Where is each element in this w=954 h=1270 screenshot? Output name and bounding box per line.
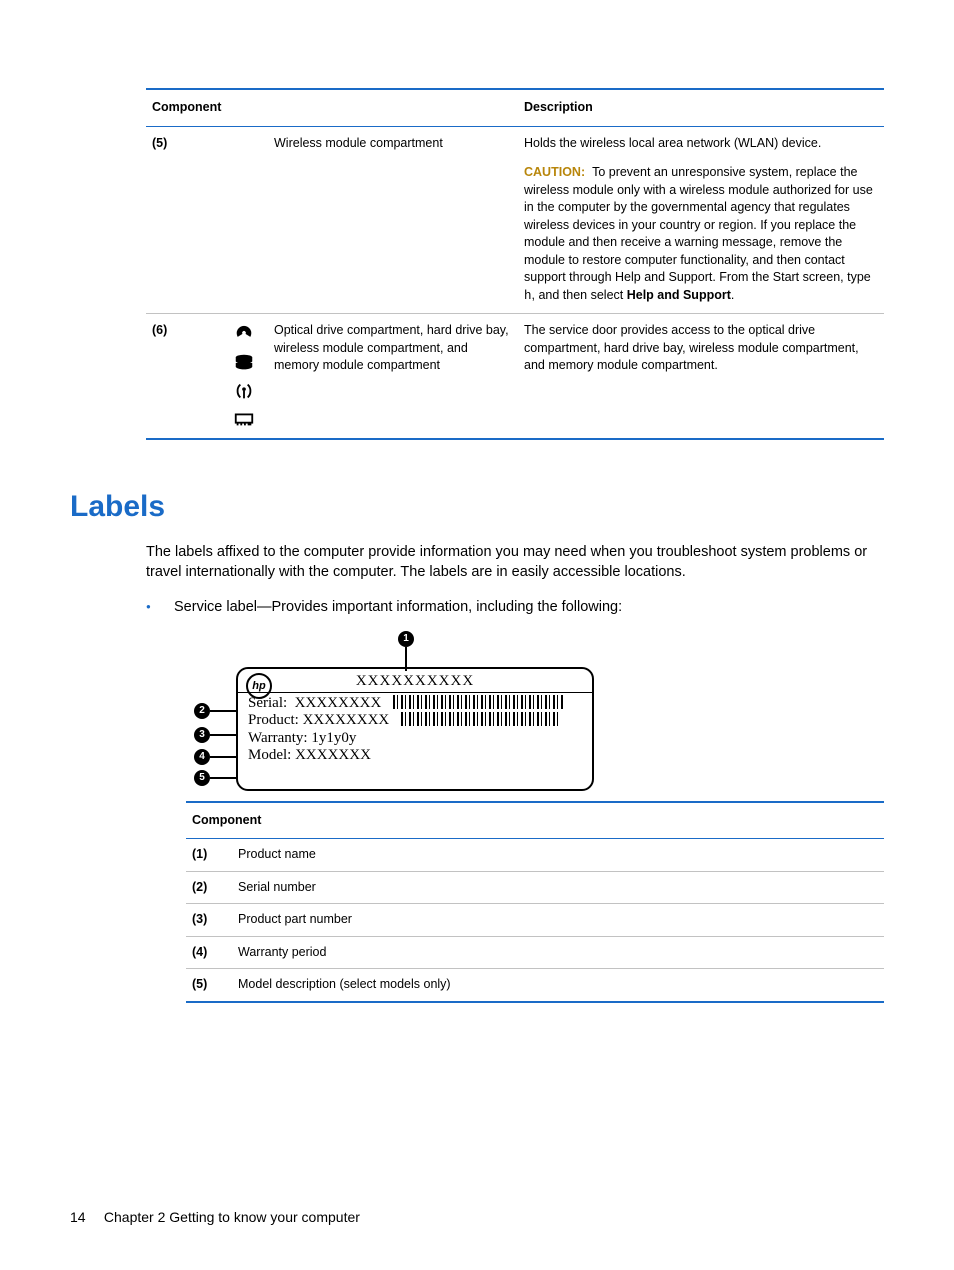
label-model-row: Model: XXXXXXX xyxy=(248,747,582,764)
row-component-name: Wireless module compartment xyxy=(268,126,518,314)
callout-1: 1 xyxy=(398,631,414,647)
help-and-support: Help and Support xyxy=(627,288,731,302)
row-num: (5) xyxy=(146,126,220,314)
table-row: (1)Product name xyxy=(186,839,884,872)
barcode-icon xyxy=(393,695,563,709)
lead-line xyxy=(210,777,238,779)
table-row: (4)Warranty period xyxy=(186,936,884,969)
th-component: Component xyxy=(186,802,884,839)
caution-tail: . xyxy=(731,288,734,302)
service-label-box: hp XXXXXXXXXX Serial: XXXXXXXX Product: … xyxy=(236,667,594,791)
table-row: (2)Serial number xyxy=(186,871,884,904)
row-label: Product part number xyxy=(232,904,884,937)
bullet-item: Service label—Provides important informa… xyxy=(146,597,884,617)
table-row: (3)Product part number xyxy=(186,904,884,937)
barcode-icon xyxy=(401,712,561,726)
row-num: (1) xyxy=(186,839,232,872)
intro-paragraph: The labels affixed to the computer provi… xyxy=(146,542,884,583)
caution-text-b: , and then select xyxy=(532,288,627,302)
hard-drive-icon xyxy=(233,352,255,374)
section-heading: Labels xyxy=(70,486,884,528)
caution-key: h xyxy=(524,289,532,303)
service-label-diagram: 1 2 3 4 5 hp XXXXXXXXXX Serial: XXXXXXXX xyxy=(186,631,606,801)
label-warranty-row: Warranty: 1y1y0y xyxy=(248,730,582,747)
wireless-icon xyxy=(233,380,255,402)
page-number: 14 xyxy=(70,1208,100,1228)
label-divider xyxy=(238,692,592,693)
th-description: Description xyxy=(518,89,884,126)
row-num: (5) xyxy=(186,969,232,1002)
bullet-list: Service label—Provides important informa… xyxy=(146,597,884,617)
compartment-icons xyxy=(226,322,262,430)
row-icon-cell xyxy=(220,126,268,314)
row-num: (6) xyxy=(146,314,220,440)
row-num: (2) xyxy=(186,871,232,904)
content-area: Component Description (5) Wireless modul… xyxy=(146,88,884,1003)
label-serial-row: Serial: XXXXXXXX xyxy=(248,695,582,712)
caution-label: CAUTION: xyxy=(524,165,585,179)
desc-line: Holds the wireless local area network (W… xyxy=(524,135,878,153)
memory-icon xyxy=(233,408,255,430)
row-label: Serial number xyxy=(232,871,884,904)
caution-text-a: To prevent an unresponsive system, repla… xyxy=(524,165,873,284)
row-num: (3) xyxy=(186,904,232,937)
label-product-row: Product: XXXXXXXX xyxy=(248,712,582,729)
row-label: Model description (select models only) xyxy=(232,969,884,1002)
callout-3: 3 xyxy=(194,727,210,743)
hp-logo-icon: hp xyxy=(246,673,272,699)
row-description: The service door provides access to the … xyxy=(518,314,884,440)
row-num: (4) xyxy=(186,936,232,969)
callout-5: 5 xyxy=(194,770,210,786)
product-label: Product: xyxy=(248,712,299,728)
optical-drive-icon xyxy=(233,324,255,346)
row-icon-cell xyxy=(220,314,268,440)
row-component-name: Optical drive compartment, hard drive ba… xyxy=(268,314,518,440)
table-row: (5) Wireless module compartment Holds th… xyxy=(146,126,884,314)
component-list-table: Component (1)Product name (2)Serial numb… xyxy=(186,801,884,1003)
page-footer: 14 Chapter 2 Getting to know your comput… xyxy=(70,1208,360,1228)
model-label: Model: xyxy=(248,747,291,763)
callout-2: 2 xyxy=(194,703,210,719)
label-product-name: XXXXXXXXXX xyxy=(248,673,582,690)
lead-line xyxy=(210,710,238,712)
row-description: Holds the wireless local area network (W… xyxy=(518,126,884,314)
row-label: Product name xyxy=(232,839,884,872)
row-label: Warranty period xyxy=(232,936,884,969)
serial-value: XXXXXXXX xyxy=(295,695,382,711)
product-value: XXXXXXXX xyxy=(303,712,390,728)
caution-block: CAUTION: To prevent an unresponsive syst… xyxy=(524,164,878,305)
document-page: Component Description (5) Wireless modul… xyxy=(0,0,954,1270)
lead-line xyxy=(210,756,238,758)
warranty-label: Warranty: xyxy=(248,730,308,746)
model-value: XXXXXXX xyxy=(295,747,371,763)
lead-line xyxy=(210,734,238,736)
warranty-value: 1y1y0y xyxy=(311,730,356,746)
component-list-wrap: Component (1)Product name (2)Serial numb… xyxy=(186,801,884,1003)
table-row: (6) Optical drive compartment, hard driv… xyxy=(146,314,884,440)
th-component: Component xyxy=(146,89,518,126)
components-table: Component Description (5) Wireless modul… xyxy=(146,88,884,440)
table-row: (5)Model description (select models only… xyxy=(186,969,884,1002)
chapter-title: Chapter 2 Getting to know your computer xyxy=(104,1209,360,1225)
callout-4: 4 xyxy=(194,749,210,765)
